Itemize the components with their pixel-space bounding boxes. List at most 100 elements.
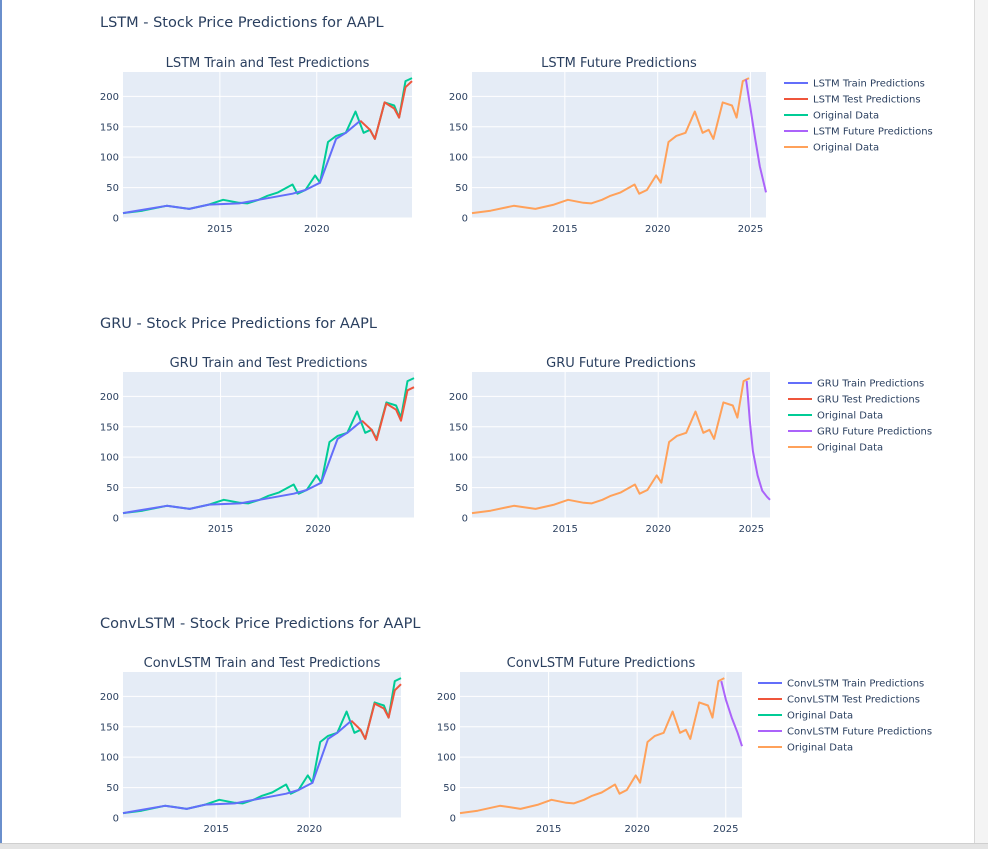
legend-item[interactable]: GRU Future Predictions (788, 427, 932, 438)
x-tick-label: 2020 (646, 524, 671, 535)
y-tick-label: 150 (100, 122, 119, 133)
figure-title-convlstm: ConvLSTM - Stock Price Predictions for A… (100, 616, 421, 632)
legend-label: LSTM Test Predictions (813, 95, 921, 106)
x-tick-label: 2025 (739, 524, 764, 535)
legend-item[interactable]: Original Data (784, 111, 879, 122)
x-tick-label: 2025 (738, 224, 763, 235)
x-tick-label: 2015 (552, 524, 577, 535)
subplot-title: LSTM Train and Test Predictions (166, 56, 370, 71)
series-line-1 (744, 79, 767, 193)
chart-4: 0 50 100 150 200 2015 2020 ConvLSTM Train and T… (100, 656, 402, 835)
chart-2: 0 50 100 150 200 2015 2020 GRU Train and Test P… (100, 356, 415, 535)
legend-label: GRU Train Predictions (817, 379, 924, 390)
y-tick-label: 0 (113, 214, 119, 225)
legend-item[interactable]: Original Data (788, 411, 883, 422)
charts-canvas: 0 50 100 150 200 2015 2020 LSTM Train and Test … (100, 56, 933, 835)
series-line-0 (471, 377, 751, 515)
y-tick-label: 0 (113, 514, 119, 525)
x-tick-label: 2015 (208, 524, 233, 535)
legend-label: GRU Future Predictions (817, 427, 932, 438)
y-tick-label: 150 (100, 422, 119, 433)
legend-item[interactable]: LSTM Train Predictions (784, 79, 925, 90)
y-tick-label: 0 (462, 214, 468, 225)
x-tick-label: 2020 (305, 524, 330, 535)
series-line-1 (745, 381, 771, 501)
series-line-1 (359, 80, 413, 140)
legend-label: Original Data (787, 743, 853, 754)
series-line-1 (350, 683, 402, 740)
legend-2: ConvLSTM Train Predictions ConvLSTM Test … (758, 679, 932, 754)
legend-label: LSTM Future Predictions (813, 127, 933, 138)
y-tick-label: 100 (100, 453, 119, 464)
x-tick-label: 2025 (713, 824, 738, 835)
series-line-0 (122, 119, 361, 215)
x-tick-label: 2015 (203, 824, 228, 835)
x-tick-label: 2020 (304, 224, 329, 235)
legend-item[interactable]: Original Data (758, 743, 853, 754)
chart-0: 0 50 100 150 200 2015 2020 LSTM Train and Test … (100, 56, 413, 235)
plot-area (472, 372, 770, 518)
legend-label: LSTM Train Predictions (813, 79, 925, 90)
y-tick-label: 50 (106, 183, 119, 194)
legend-item[interactable]: Original Data (784, 143, 879, 154)
y-tick-label: 200 (449, 392, 468, 403)
y-tick-label: 0 (450, 814, 456, 825)
y-tick-label: 150 (437, 722, 456, 733)
chart-5: 0 50 100 150 200 2015 2020 2025 ConvLSTM Future … (437, 656, 743, 835)
y-tick-label: 0 (462, 514, 468, 525)
x-tick-label: 2015 (536, 824, 561, 835)
y-tick-label: 0 (113, 814, 119, 825)
legend-label: Original Data (813, 111, 879, 122)
legend-label: ConvLSTM Test Predictions (787, 695, 920, 706)
y-tick-label: 50 (455, 183, 468, 194)
series-line-1 (720, 680, 743, 747)
legend-item[interactable]: GRU Test Predictions (788, 395, 920, 406)
figure-title-gru: GRU - Stock Price Predictions for AAPL (100, 316, 377, 332)
y-tick-label: 50 (455, 483, 468, 494)
y-tick-label: 150 (449, 122, 468, 133)
legend-label: Original Data (813, 143, 879, 154)
y-tick-label: 150 (449, 422, 468, 433)
legend-item[interactable]: Original Data (788, 443, 883, 454)
notebook-output-page: LSTM - Stock Price Predictions for AAPL … (0, 0, 975, 843)
legend-0: LSTM Train Predictions LSTM Test Predicti… (784, 79, 933, 154)
y-tick-label: 100 (449, 453, 468, 464)
series-line-0 (122, 719, 352, 815)
x-tick-label: 2020 (624, 824, 649, 835)
y-tick-label: 150 (100, 722, 119, 733)
legend-item[interactable]: LSTM Test Predictions (784, 95, 921, 106)
legend-label: Original Data (817, 411, 883, 422)
y-tick-label: 200 (100, 92, 119, 103)
legend-item[interactable]: ConvLSTM Test Predictions (758, 695, 920, 706)
x-tick-label: 2020 (645, 224, 670, 235)
legend-label: ConvLSTM Future Predictions (787, 727, 932, 738)
x-tick-label: 2020 (297, 824, 322, 835)
legend-label: Original Data (787, 711, 853, 722)
legend-item[interactable]: ConvLSTM Future Predictions (758, 727, 932, 738)
y-tick-label: 200 (437, 692, 456, 703)
legend-label: Original Data (817, 443, 883, 454)
subplot-title: ConvLSTM Train and Test Predictions (144, 656, 381, 671)
legend-item[interactable]: GRU Train Predictions (788, 379, 924, 390)
plot-area (472, 72, 766, 218)
legend-item[interactable]: LSTM Future Predictions (784, 127, 933, 138)
plot-area (460, 672, 742, 818)
legend-item[interactable]: Original Data (758, 711, 853, 722)
series-line-0 (122, 419, 363, 515)
chart-3: 0 50 100 150 200 2015 2020 2025 GRU Future Predi… (449, 356, 771, 535)
y-tick-label: 100 (100, 153, 119, 164)
chart-1: 0 50 100 150 200 2015 2020 2025 LSTM Future Pred… (449, 56, 767, 235)
subplot-title: GRU Train and Test Predictions (170, 356, 368, 371)
y-tick-label: 100 (100, 753, 119, 764)
series-line-0 (459, 677, 725, 815)
series-line-0 (471, 77, 750, 215)
legend-item[interactable]: ConvLSTM Train Predictions (758, 679, 924, 690)
y-tick-label: 50 (106, 783, 119, 794)
x-tick-label: 2015 (207, 224, 232, 235)
horizontal-scrollbar-track[interactable] (0, 843, 988, 849)
subplot-title: LSTM Future Predictions (541, 56, 697, 71)
y-tick-label: 50 (106, 483, 119, 494)
y-tick-label: 200 (100, 692, 119, 703)
series-line-1 (361, 386, 415, 442)
legend-label: GRU Test Predictions (817, 395, 920, 406)
